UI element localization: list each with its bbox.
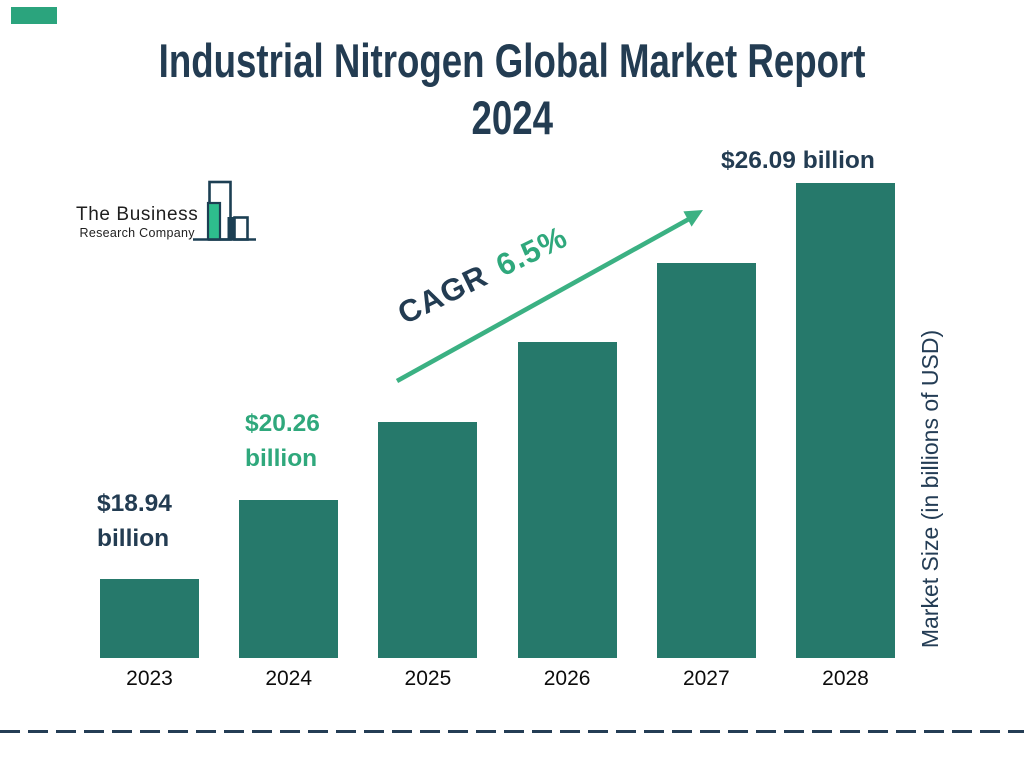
value-label-2024: $20.26 billion [245,410,320,472]
x-tick-2025: 2025 [404,667,452,690]
cagr-label: CAGR [392,257,494,332]
page-title-line2: 2024 [471,91,553,144]
bar-2025 [378,422,478,658]
bar-2027 [656,263,756,658]
x-tick-2026: 2026 [543,667,591,690]
page-title: Industrial Nitrogen Global Market Report… [0,32,1024,146]
x-tick-2028: 2028 [822,667,869,690]
cagr-value: 6.5% [490,219,573,284]
bottom-divider [0,730,1024,733]
bar-2024 [239,500,339,658]
bar-2026 [517,342,617,658]
brand-subtitle: Research Company [79,226,195,240]
cagr-annotation: CAGR6.5% [392,219,573,332]
brand-logo: The Business Research Company [76,180,256,241]
bar-2028 [796,183,895,658]
x-tick-2023: 2023 [126,667,173,690]
bar-2023 [100,579,199,658]
brand-logo-text: The Business Research Company [76,204,198,240]
corner-accent [11,7,57,24]
y-axis-label: Market Size (in billions of USD) [917,329,943,649]
page-title-line1: Industrial Nitrogen Global Market Report [158,34,866,87]
logo-chart-icon [193,180,256,241]
value-label-2023: $18.94 billion [97,490,172,552]
value-label-2028: $26.09 billion [721,147,875,174]
x-tick-2027: 2027 [682,667,730,690]
x-tick-2024: 2024 [265,667,313,690]
brand-name: The Business [76,204,199,225]
